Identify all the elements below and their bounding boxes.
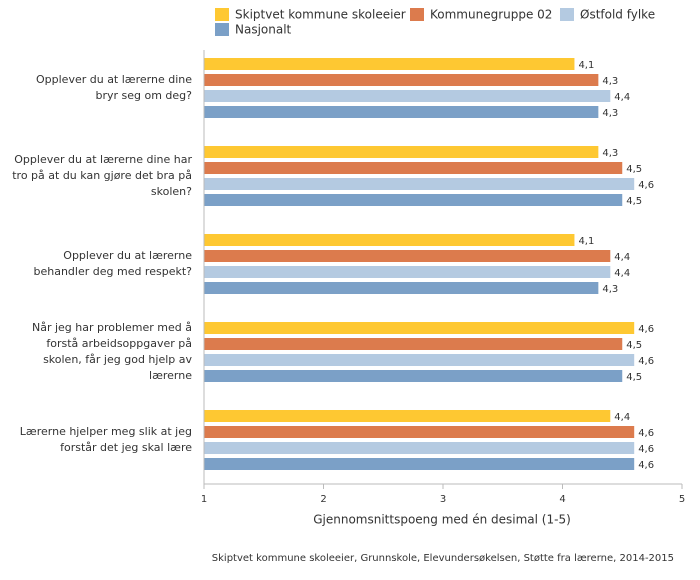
x-tick-label: 4 [559,494,565,505]
value-label: 4,1 [578,60,594,71]
value-label: 4,6 [638,460,654,471]
x-tick-label: 5 [679,494,685,505]
bar [204,458,635,470]
legend-label: Kommunegruppe 02 [430,8,552,22]
value-label: 4,6 [638,356,654,367]
bar [204,322,635,334]
bar [204,338,623,350]
value-label: 4,3 [602,76,618,87]
value-label: 4,3 [602,284,618,295]
bar [204,106,599,118]
value-label: 4,5 [626,372,642,383]
value-label: 4,4 [614,412,630,423]
legend-swatch [215,8,229,21]
bar [204,282,599,294]
legend-label: Skiptvet kommune skoleeier [235,8,406,22]
value-label: 4,6 [638,324,654,335]
legend-swatch [215,23,229,36]
category-label: Opplever du at lærerne dine har tro på a… [12,153,192,198]
value-label: 4,3 [602,148,618,159]
bar [204,178,635,190]
value-label: 4,4 [614,92,630,103]
bar [204,426,635,438]
category-label: Når jeg har problemer med å forstå arbei… [31,321,192,382]
source: Skiptvet kommune skoleeier, Grunnskole, … [212,553,674,564]
legend-swatch [560,8,574,21]
x-tick-label: 2 [320,494,326,505]
x-tick-label: 1 [201,494,207,505]
category-label: Lærerne hjelper meg slik at jeg forstår … [19,425,192,454]
x-tick-label: 3 [440,494,446,505]
bar [204,442,635,454]
legend-label: Nasjonalt [235,23,292,37]
bar [204,74,599,86]
bar [204,250,611,262]
value-label: 4,6 [638,428,654,439]
bar [204,370,623,382]
value-label: 4,5 [626,340,642,351]
category-label: Opplever du at lærerne dine bryr seg om … [36,73,192,102]
legend-swatch [410,8,424,21]
bar [204,410,611,422]
value-label: 4,6 [638,180,654,191]
value-label: 4,3 [602,108,618,119]
legend-label: Østfold fylke [580,8,655,22]
bar [204,194,623,206]
category-label: Opplever du at lærerne behandler deg med… [33,249,192,278]
bar [204,266,611,278]
value-label: 4,4 [614,268,630,279]
bar [204,90,611,102]
bar [204,234,575,246]
value-label: 4,5 [626,196,642,207]
value-label: 4,1 [578,236,594,247]
x-axis-title: Gjennomsnittspoeng med én desimal (1-5) [313,513,571,527]
bar [204,354,635,366]
bar [204,146,599,158]
bar [204,162,623,174]
bar [204,58,575,70]
value-label: 4,5 [626,164,642,175]
value-label: 4,6 [638,444,654,455]
value-label: 4,4 [614,252,630,263]
